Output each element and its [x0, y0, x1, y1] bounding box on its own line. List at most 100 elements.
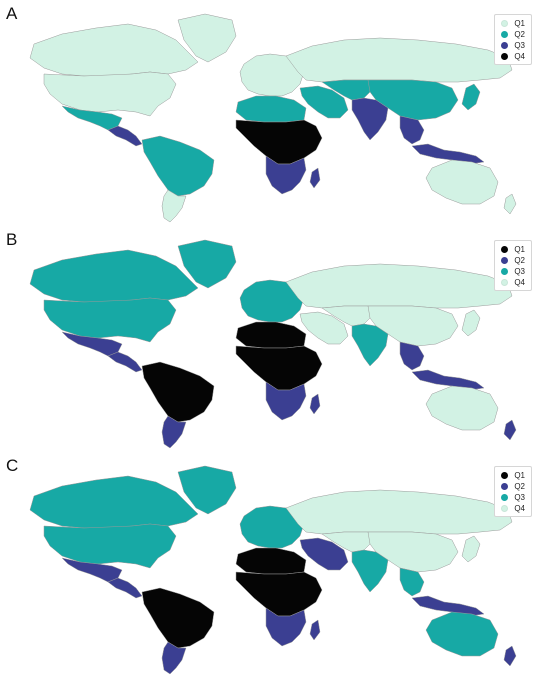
legend-label: Q4: [514, 278, 525, 287]
region-europe: [239, 53, 305, 97]
region-canada: [29, 23, 199, 77]
world-map: [29, 13, 517, 223]
region-africa-north: [235, 321, 307, 349]
region-russia: [285, 263, 513, 309]
world-map: [29, 239, 517, 449]
region-central-america: [107, 125, 143, 147]
legend-swatch: [501, 472, 509, 479]
legend-label: Q1: [514, 245, 525, 254]
legend-swatch: [501, 279, 509, 286]
region-new-zealand: [503, 419, 517, 441]
region-greenland: [177, 465, 237, 515]
region-europe: [239, 279, 305, 323]
legend-swatch: [501, 483, 509, 490]
legend-label: Q3: [514, 493, 525, 502]
legend-swatch: [501, 20, 509, 27]
region-indonesia: [411, 369, 485, 391]
legend-item: Q2: [501, 29, 525, 40]
legend-swatch: [501, 31, 509, 38]
legend-swatch: [501, 494, 509, 501]
region-argentina: [161, 415, 187, 449]
panel-label: C: [6, 456, 19, 475]
map-panel-c: C Q1 Q2 Q3 Q4: [0, 452, 550, 678]
region-se-asia: [399, 115, 425, 145]
legend-swatch: [501, 268, 509, 275]
region-africa-south: [265, 607, 307, 647]
region-argentina: [161, 641, 187, 675]
legend-label: Q3: [514, 267, 525, 276]
legend-item: Q4: [501, 503, 525, 514]
region-canada: [29, 475, 199, 529]
region-russia: [285, 489, 513, 535]
region-south-america: [141, 361, 215, 423]
region-south-america: [141, 135, 215, 197]
legend-swatch: [501, 42, 509, 49]
legend-item: Q4: [501, 277, 525, 288]
legend-swatch: [501, 246, 509, 253]
legend: Q1 Q2 Q3 Q4: [494, 14, 532, 65]
region-africa-north: [235, 547, 307, 575]
region-india: [351, 549, 389, 593]
panel-label: B: [6, 230, 18, 249]
region-japan: [461, 535, 481, 563]
region-africa-central: [235, 119, 323, 165]
region-south-america: [141, 587, 215, 649]
region-australia: [425, 385, 499, 431]
legend-swatch: [501, 505, 509, 512]
legend-item: Q3: [501, 492, 525, 503]
region-madagascar: [309, 619, 321, 641]
legend-item: Q1: [501, 18, 525, 29]
map-panel-b: B Q1 Q2 Q3 Q4: [0, 226, 550, 452]
region-se-asia: [399, 341, 425, 371]
legend-item: Q3: [501, 40, 525, 51]
region-russia: [285, 37, 513, 83]
region-usa: [43, 71, 177, 117]
region-central-america: [107, 577, 143, 599]
legend-label: Q4: [514, 52, 525, 61]
legend-label: Q3: [514, 41, 525, 50]
region-indonesia: [411, 595, 485, 617]
region-middle-east: [299, 85, 349, 119]
region-africa-south: [265, 381, 307, 421]
region-greenland: [177, 13, 237, 63]
region-usa: [43, 523, 177, 569]
region-canada: [29, 249, 199, 303]
legend-label: Q4: [514, 504, 525, 513]
region-madagascar: [309, 167, 321, 189]
region-usa: [43, 297, 177, 343]
region-middle-east: [299, 537, 349, 571]
legend-label: Q1: [514, 471, 525, 480]
region-greenland: [177, 239, 237, 289]
legend-item: Q2: [501, 481, 525, 492]
region-japan: [461, 83, 481, 111]
legend: Q1 Q2 Q3 Q4: [494, 466, 532, 517]
region-japan: [461, 309, 481, 337]
region-africa-north: [235, 95, 307, 123]
legend-label: Q2: [514, 30, 525, 39]
region-australia: [425, 159, 499, 205]
map-panel-a: A Q1 Q2 Q3 Q4: [0, 0, 550, 226]
legend-swatch: [501, 257, 509, 264]
legend-item: Q1: [501, 244, 525, 255]
region-india: [351, 323, 389, 367]
region-africa-south: [265, 155, 307, 195]
region-australia: [425, 611, 499, 657]
region-se-asia: [399, 567, 425, 597]
region-africa-central: [235, 571, 323, 617]
legend-item: Q4: [501, 51, 525, 62]
legend-label: Q1: [514, 19, 525, 28]
region-argentina: [161, 189, 187, 223]
region-madagascar: [309, 393, 321, 415]
legend: Q1 Q2 Q3 Q4: [494, 240, 532, 291]
region-central-america: [107, 351, 143, 373]
region-africa-central: [235, 345, 323, 391]
region-new-zealand: [503, 193, 517, 215]
legend-item: Q1: [501, 470, 525, 481]
region-europe: [239, 505, 305, 549]
world-map: [29, 465, 517, 675]
region-new-zealand: [503, 645, 517, 667]
legend-item: Q2: [501, 255, 525, 266]
legend-label: Q2: [514, 256, 525, 265]
region-middle-east: [299, 311, 349, 345]
legend-item: Q3: [501, 266, 525, 277]
